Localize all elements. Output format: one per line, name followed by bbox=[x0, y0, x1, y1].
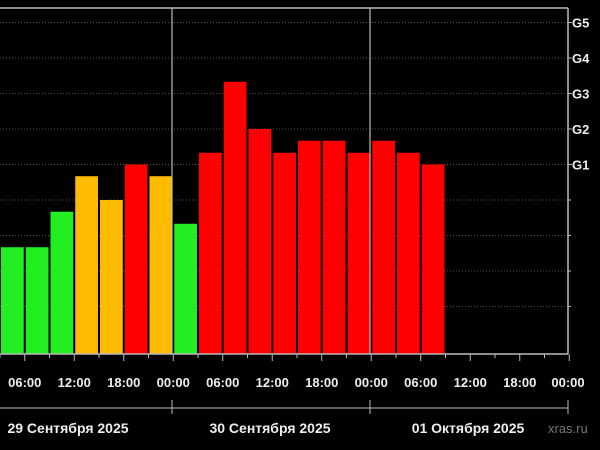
x-tick-label: 18:00 bbox=[305, 375, 338, 390]
bar bbox=[100, 200, 123, 354]
x-tick-label: 00:00 bbox=[157, 375, 190, 390]
watermark: xras.ru bbox=[548, 421, 588, 436]
bar bbox=[372, 140, 395, 354]
date-label: 30 Сентября 2025 bbox=[209, 420, 330, 436]
x-tick-label: 12:00 bbox=[454, 375, 487, 390]
bar bbox=[25, 247, 49, 354]
labels: G1 G2 G3 G4 G5 06:00 12:00 18:00 00:00 06:00 12:00… bbox=[7, 16, 590, 437]
x-tick-label: 06:00 bbox=[206, 375, 239, 390]
date-label: 01 Октября 2025 bbox=[412, 420, 525, 436]
x-tick-label: 18:00 bbox=[107, 375, 140, 390]
bar bbox=[199, 152, 222, 354]
bar bbox=[322, 140, 346, 354]
bar bbox=[50, 211, 74, 354]
y-tick-label: G1 bbox=[572, 158, 589, 173]
y-tick-label: G4 bbox=[572, 51, 590, 66]
bar bbox=[273, 152, 296, 354]
x-tick-label: 00:00 bbox=[355, 375, 388, 390]
bar bbox=[1, 247, 24, 354]
bar bbox=[223, 81, 247, 354]
axes bbox=[0, 7, 572, 414]
x-tick-label: 12:00 bbox=[256, 375, 289, 390]
bar bbox=[174, 223, 197, 354]
bar bbox=[421, 164, 445, 354]
bar bbox=[124, 164, 148, 354]
x-tick-label: 00:00 bbox=[551, 375, 584, 390]
bar bbox=[248, 129, 272, 354]
x-tick-label: 18:00 bbox=[503, 375, 536, 390]
y-tick-label: G5 bbox=[572, 16, 589, 31]
date-label: 29 Сентября 2025 bbox=[7, 420, 128, 436]
y-tick-label: G3 bbox=[572, 87, 589, 102]
bar bbox=[75, 176, 98, 354]
x-tick-label: 06:00 bbox=[8, 375, 41, 390]
bars bbox=[1, 81, 445, 354]
x-tick-label: 06:00 bbox=[404, 375, 437, 390]
bar bbox=[149, 176, 173, 354]
y-tick-label: G2 bbox=[572, 122, 589, 137]
bar bbox=[347, 152, 371, 354]
x-tick-label: 12:00 bbox=[58, 375, 91, 390]
bar bbox=[397, 152, 420, 354]
bar bbox=[298, 140, 321, 354]
